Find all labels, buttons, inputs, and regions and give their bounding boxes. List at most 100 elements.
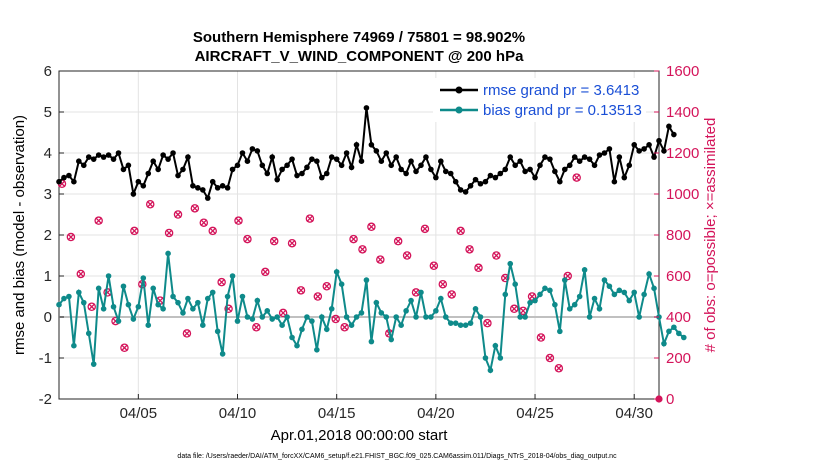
obs-assimilated-marker: [218, 278, 226, 286]
rmse-point: [641, 146, 647, 152]
rmse-point: [61, 174, 67, 181]
bias-point: [269, 316, 276, 322]
bias-point: [66, 293, 72, 300]
rmse-point: [557, 178, 563, 185]
obs-possible-marker: [164, 228, 174, 238]
rmse-point: [195, 185, 201, 191]
rmse-point: [244, 158, 251, 164]
bias-point: [447, 320, 454, 326]
rmse-point: [383, 150, 390, 156]
obs-possible-marker: [199, 218, 209, 227]
bias-point: [165, 250, 171, 257]
bias-point: [249, 316, 256, 322]
obs-possible-marker: [554, 363, 564, 373]
rmse-point: [472, 176, 479, 183]
bias-point: [180, 310, 186, 316]
bias-series: [56, 250, 687, 374]
x-tick-label: 04/10: [219, 405, 257, 422]
rmse-point: [294, 172, 300, 179]
rmse-point: [120, 166, 127, 173]
bias-point: [631, 289, 638, 296]
bias-point: [304, 314, 310, 320]
rmse-point: [403, 170, 409, 177]
bias-point: [140, 275, 147, 281]
chart-subtitle: AIRCRAFT_V_WIND_COMPONENT @ 200 hPa: [195, 48, 525, 65]
rmse-point: [631, 142, 638, 148]
rmse-point: [611, 178, 618, 185]
rmse-point: [586, 156, 593, 162]
obs-assimilated-marker: [403, 252, 411, 259]
rmse-point: [408, 158, 414, 164]
bias-point: [314, 347, 320, 353]
bias-point: [433, 308, 439, 314]
rmse-point: [254, 148, 261, 154]
bias-point: [561, 277, 568, 283]
obs-assimilated-marker: [537, 334, 545, 341]
rmse-point: [130, 191, 137, 197]
bias-point: [338, 281, 345, 288]
bias-point: [239, 293, 246, 300]
bias-point: [517, 314, 523, 320]
bias-point: [472, 306, 479, 312]
rmse-point: [477, 180, 484, 187]
obs-assimilated-marker: [555, 364, 563, 372]
rmse-point: [566, 162, 573, 169]
rmse-point: [522, 168, 528, 175]
x-tick-label: 04/30: [615, 405, 653, 422]
bias-point: [606, 283, 613, 290]
bias-point: [353, 314, 360, 320]
rmse-point: [90, 156, 97, 162]
bias-point: [160, 306, 166, 312]
bias-point: [438, 295, 444, 302]
y2-tick-label: 1400: [666, 104, 699, 121]
rmse-point: [338, 162, 345, 169]
rmse-point: [413, 168, 419, 175]
rmse-point: [314, 158, 320, 164]
bias-point: [200, 322, 206, 329]
rmse-point: [512, 162, 518, 169]
y2-tick-label: 1600: [666, 63, 699, 80]
bias-point: [408, 297, 414, 304]
obs-assimilated-marker: [421, 225, 429, 233]
rmse-point: [140, 183, 147, 189]
obs-possible-marker: [527, 292, 537, 301]
rmse-point: [666, 123, 672, 130]
y-axis-label: rmse and bias (model - observation): [11, 115, 28, 355]
bias-point: [428, 314, 434, 320]
rmse-point: [398, 166, 404, 173]
obs-possible-marker: [217, 277, 226, 287]
bias-point: [358, 310, 365, 316]
rmse-point: [299, 170, 305, 177]
bias-point: [373, 299, 380, 306]
rmse-point: [487, 172, 494, 179]
obs-assimilated-marker: [475, 264, 482, 272]
obs-assimilated-marker: [492, 252, 500, 259]
obs-assimilated-marker: [130, 227, 138, 235]
bias-point: [323, 326, 330, 333]
rmse-point: [56, 178, 62, 185]
rmse-point: [279, 166, 285, 173]
obs-possible-marker: [349, 234, 358, 244]
rmse-point: [175, 172, 181, 179]
obs-possible-marker: [234, 216, 243, 225]
bias-point: [547, 287, 553, 294]
rmse-point: [423, 154, 429, 160]
rmse-point: [274, 176, 280, 183]
bias-point: [646, 271, 652, 277]
rmse-point: [353, 142, 360, 148]
rmse-point: [71, 178, 77, 185]
bias-point: [135, 303, 142, 310]
obs-assimilated-marker: [200, 219, 208, 227]
bias-point: [274, 314, 280, 320]
rmse-point: [378, 158, 385, 164]
rmse-point: [646, 142, 652, 148]
bias-point: [190, 306, 196, 312]
rmse-point: [105, 152, 112, 158]
obs-assimilated-marker: [314, 293, 322, 300]
bias-point: [537, 291, 543, 298]
obs-possible-marker: [120, 343, 129, 352]
bias-point: [219, 351, 226, 357]
bias-point: [457, 322, 464, 329]
y-tick-label: 5: [44, 104, 52, 121]
rmse-point: [95, 152, 102, 158]
